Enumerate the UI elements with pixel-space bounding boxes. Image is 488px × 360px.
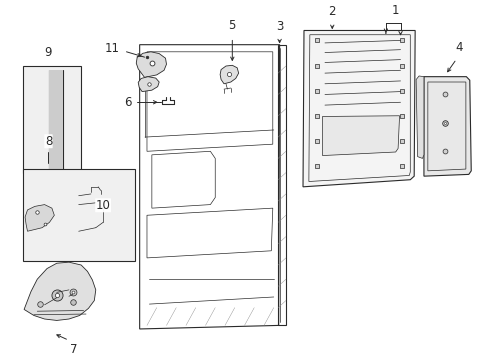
Text: 3: 3 bbox=[275, 19, 283, 33]
Text: 9: 9 bbox=[44, 46, 52, 59]
Polygon shape bbox=[24, 262, 96, 320]
Polygon shape bbox=[49, 69, 63, 169]
Polygon shape bbox=[415, 76, 423, 158]
Polygon shape bbox=[322, 116, 399, 156]
Text: 6: 6 bbox=[123, 96, 131, 109]
Polygon shape bbox=[303, 31, 414, 187]
Polygon shape bbox=[138, 77, 159, 91]
Text: 11: 11 bbox=[105, 42, 120, 55]
Text: 8: 8 bbox=[45, 135, 52, 148]
Polygon shape bbox=[136, 52, 166, 77]
Text: 4: 4 bbox=[454, 41, 462, 54]
Bar bbox=[22, 169, 135, 261]
Text: 2: 2 bbox=[328, 5, 335, 18]
Polygon shape bbox=[220, 65, 238, 84]
Text: 7: 7 bbox=[70, 343, 78, 356]
Bar bbox=[22, 66, 81, 172]
Text: 10: 10 bbox=[96, 199, 110, 212]
Text: 1: 1 bbox=[391, 4, 399, 17]
Bar bbox=[277, 45, 286, 325]
Polygon shape bbox=[25, 204, 54, 231]
Polygon shape bbox=[423, 77, 470, 176]
Text: 5: 5 bbox=[228, 19, 236, 32]
